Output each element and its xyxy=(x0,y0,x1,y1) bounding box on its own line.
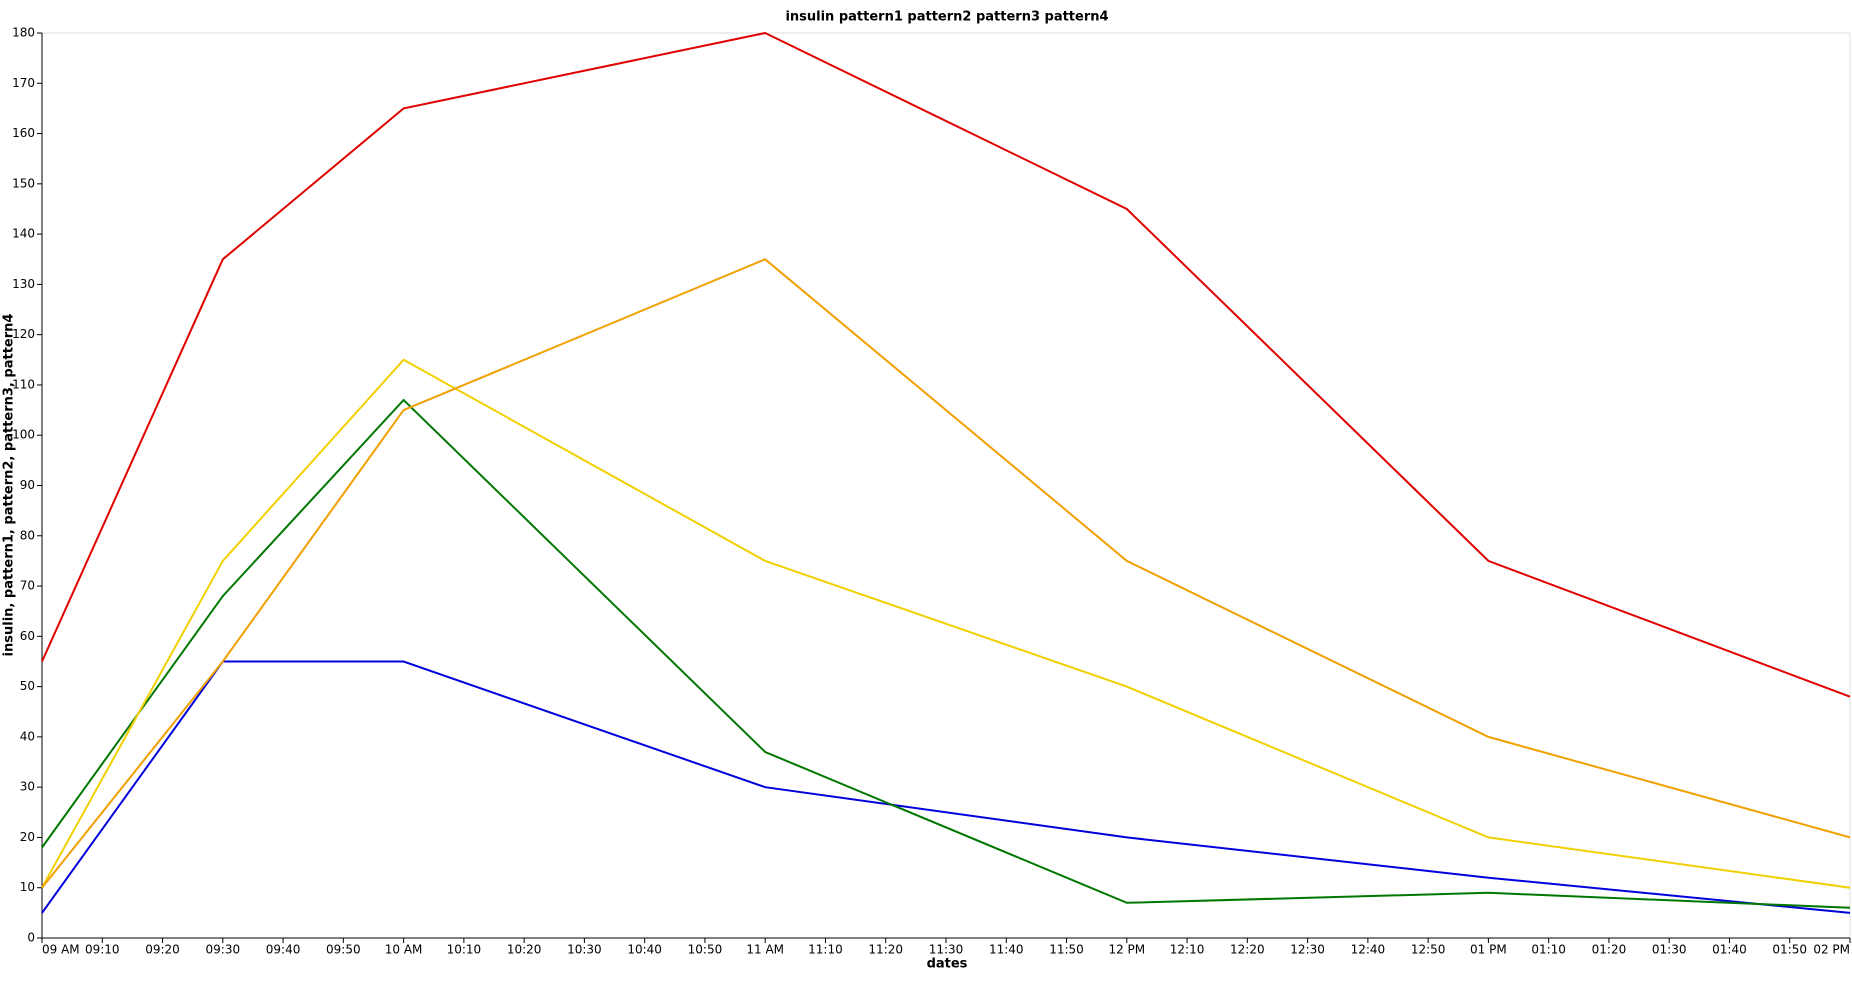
y-tick-label: 90 xyxy=(20,478,35,492)
y-tick-label: 50 xyxy=(20,679,35,693)
x-tick-label: 09:20 xyxy=(145,943,180,957)
x-tick-label: 10 AM xyxy=(385,943,423,957)
x-tick-label: 01:10 xyxy=(1531,943,1566,957)
x-tick-label: 01:50 xyxy=(1772,943,1807,957)
y-tick-label: 160 xyxy=(12,126,35,140)
series-line xyxy=(41,258,1851,889)
x-tick-label: 10:50 xyxy=(688,943,723,957)
y-tick-label: 110 xyxy=(12,377,35,391)
x-tick-label: 09:50 xyxy=(326,943,361,957)
x-tick-label: 01:30 xyxy=(1652,943,1687,957)
x-tick-label: 10:20 xyxy=(507,943,542,957)
y-tick-label: 120 xyxy=(12,327,35,341)
y-tick-label: 60 xyxy=(20,629,35,643)
y-tick-label: 40 xyxy=(20,729,35,743)
x-tick-label: 09 AM xyxy=(42,943,80,957)
plot-frame xyxy=(41,32,1851,939)
series-line xyxy=(41,660,1851,914)
x-tick-label: 11:40 xyxy=(989,943,1024,957)
y-tick-label: 150 xyxy=(12,176,35,190)
y-tick-label: 70 xyxy=(20,579,35,593)
y-tick-label: 100 xyxy=(12,428,35,442)
x-tick-label: 01:20 xyxy=(1592,943,1627,957)
x-tick-label: 10:30 xyxy=(567,943,602,957)
x-tick-label: 09:40 xyxy=(266,943,301,957)
y-tick-label: 0 xyxy=(27,931,35,945)
x-tick-label: 12:20 xyxy=(1230,943,1265,957)
y-tick-label: 170 xyxy=(12,76,35,90)
y-tick-label: 20 xyxy=(20,830,35,844)
x-tick-label: 12:50 xyxy=(1411,943,1446,957)
x-axis-label: dates xyxy=(927,957,968,972)
series-line xyxy=(41,31,1851,698)
x-tick-label: 11:20 xyxy=(868,943,903,957)
y-axis-label: insulin, pattern1, pattern2, pattern3, p… xyxy=(2,314,17,657)
chart-title: insulin pattern1 pattern2 pattern3 patte… xyxy=(785,10,1108,25)
x-tick-label: 10:10 xyxy=(447,943,482,957)
y-tick-label: 180 xyxy=(12,26,35,40)
y-tick-label: 130 xyxy=(12,277,35,291)
x-tick-label: 09:30 xyxy=(206,943,241,957)
x-tick-label: 12:30 xyxy=(1290,943,1325,957)
y-tick-label: 30 xyxy=(20,780,35,794)
x-tick-label: 11:50 xyxy=(1049,943,1084,957)
series-line xyxy=(41,398,1851,909)
x-tick-label: 02 PM xyxy=(1813,943,1850,957)
y-tick-label: 80 xyxy=(20,528,35,542)
y-tick-label: 140 xyxy=(12,227,35,241)
y-tick-label: 10 xyxy=(20,880,35,894)
series-line xyxy=(41,358,1851,889)
x-tick-label: 01 PM xyxy=(1470,943,1507,957)
x-tick-label: 09:10 xyxy=(85,943,120,957)
x-tick-label: 11:30 xyxy=(929,943,964,957)
x-tick-label: 01:40 xyxy=(1712,943,1747,957)
x-tick-label: 12 PM xyxy=(1108,943,1145,957)
x-tick-label: 12:40 xyxy=(1351,943,1386,957)
x-tick-label: 11 AM xyxy=(746,943,784,957)
x-tick-label: 11:10 xyxy=(808,943,843,957)
x-tick-label: 10:40 xyxy=(627,943,662,957)
x-tick-label: 12:10 xyxy=(1170,943,1205,957)
